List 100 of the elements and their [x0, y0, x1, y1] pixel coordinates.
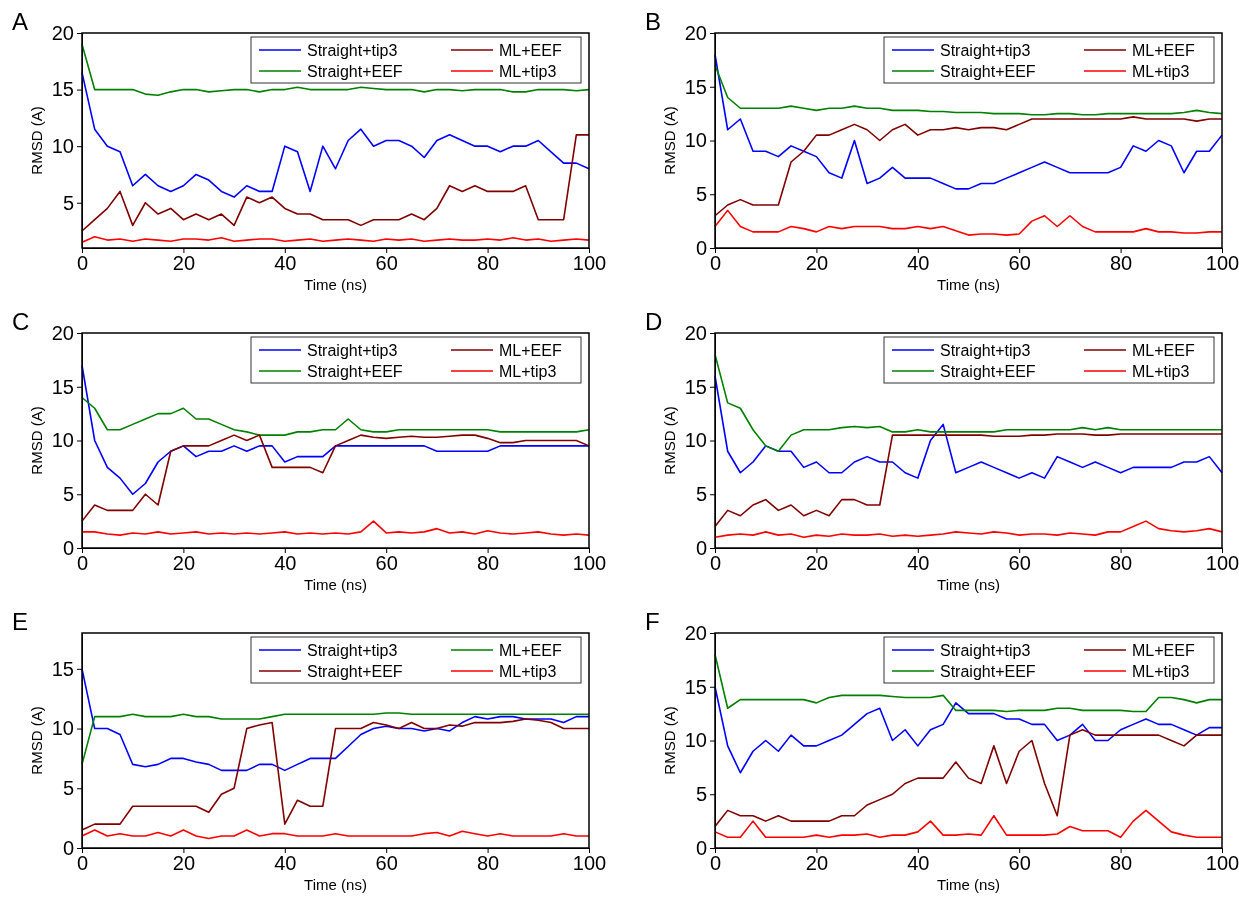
x-tick-label: 0 — [709, 252, 722, 275]
legend-label: Straight+EEF — [940, 663, 1036, 680]
x-tick-label: 80 — [476, 252, 500, 275]
x-tick-label: 40 — [274, 852, 297, 875]
x-tick-label: 100 — [572, 552, 607, 575]
legend-label: Straight+EEF — [940, 63, 1036, 80]
x-tick-label: 0 — [76, 552, 89, 575]
line-series — [714, 728, 1223, 828]
x-tick-label: 20 — [805, 252, 829, 275]
y-axis-title: RMSD (A) — [661, 406, 678, 475]
x-axis-title: Time (ns) — [937, 576, 1000, 593]
y-tick-label: 5 — [62, 483, 74, 506]
x-tick-label: 40 — [907, 852, 930, 875]
y-tick-label: 15 — [51, 657, 74, 680]
line-series — [714, 809, 1223, 839]
legend-label: ML+tip3 — [1132, 663, 1190, 680]
x-tick-label: 40 — [274, 552, 297, 575]
y-tick-label: 0 — [695, 236, 707, 259]
y-tick-label: 15 — [684, 75, 707, 98]
legend-label: Straight+tip3 — [940, 42, 1031, 59]
line-series — [81, 520, 590, 536]
x-axis-title: Time (ns) — [937, 276, 1000, 293]
line-series — [714, 433, 1223, 528]
legend-label: ML+tip3 — [1132, 63, 1190, 80]
legend-label: Straight+EEF — [940, 363, 1036, 380]
y-tick-label: 15 — [51, 375, 74, 398]
y-axis-title: RMSD (A) — [28, 106, 45, 175]
y-tick-label: 20 — [51, 321, 74, 344]
legend-label: Straight+tip3 — [307, 42, 398, 59]
x-tick-label: 60 — [1008, 252, 1031, 275]
legend-label: ML+EEF — [499, 42, 562, 59]
legend-label: Straight+EEF — [307, 663, 403, 680]
legend-label: Straight+tip3 — [307, 642, 398, 659]
line-series — [714, 520, 1223, 539]
x-tick-label: 60 — [375, 252, 398, 275]
y-tick-label: 15 — [684, 375, 707, 398]
legend-label: Straight+tip3 — [940, 342, 1031, 359]
chart-title: E — [12, 608, 29, 635]
line-series — [81, 718, 590, 831]
x-tick-label: 80 — [1109, 552, 1133, 575]
legend-label: ML+EEF — [1132, 642, 1195, 659]
x-tick-label: 0 — [76, 852, 89, 875]
x-tick-label: 0 — [709, 852, 722, 875]
x-tick-label: 20 — [172, 552, 196, 575]
chart-title: C — [12, 308, 30, 335]
legend-label: ML+tip3 — [499, 63, 557, 80]
y-axis-title: RMSD (A) — [661, 106, 678, 175]
legend-label: ML+EEF — [499, 342, 562, 359]
y-tick-label: 5 — [695, 783, 707, 806]
x-tick-label: 20 — [805, 552, 829, 575]
y-tick-label: 10 — [684, 129, 707, 152]
x-tick-label: 40 — [907, 252, 930, 275]
y-tick-label: 20 — [684, 321, 707, 344]
chart-title: D — [645, 308, 663, 335]
x-tick-label: 60 — [375, 552, 398, 575]
legend-label: ML+EEF — [499, 642, 562, 659]
x-tick-label: 80 — [476, 852, 500, 875]
legend-label: ML+tip3 — [1132, 363, 1190, 380]
y-tick-label: 10 — [684, 729, 707, 752]
y-tick-label: 10 — [51, 717, 74, 740]
line-series — [81, 829, 590, 840]
legend-label: Straight+tip3 — [940, 642, 1031, 659]
y-tick-label: 5 — [62, 191, 74, 214]
x-tick-label: 0 — [709, 552, 722, 575]
x-tick-label: 60 — [1008, 852, 1031, 875]
x-axis-title: Time (ns) — [304, 276, 367, 293]
legend-label: ML+tip3 — [499, 363, 557, 380]
line-series — [714, 209, 1223, 236]
y-tick-label: 20 — [684, 621, 707, 644]
x-tick-label: 80 — [476, 552, 500, 575]
y-tick-label: 15 — [684, 675, 707, 698]
legend-label: Straight+EEF — [307, 363, 403, 380]
y-tick-label: 10 — [51, 429, 74, 452]
x-tick-label: 100 — [572, 252, 607, 275]
y-axis-title: RMSD (A) — [28, 406, 45, 475]
legend-label: Straight+EEF — [307, 63, 403, 80]
y-tick-label: 5 — [695, 183, 707, 206]
chart-title: F — [645, 608, 660, 635]
y-tick-label: 10 — [684, 429, 707, 452]
x-tick-label: 20 — [172, 852, 196, 875]
line-series — [714, 64, 1223, 116]
legend-label: ML+EEF — [1132, 342, 1195, 359]
y-tick-label: 15 — [51, 78, 74, 101]
x-tick-label: 60 — [1008, 552, 1031, 575]
legend-label: ML+tip3 — [499, 663, 557, 680]
x-axis-title: Time (ns) — [304, 876, 367, 893]
x-axis-title: Time (ns) — [937, 876, 1000, 893]
x-tick-label: 100 — [572, 852, 607, 875]
y-tick-label: 20 — [684, 21, 707, 44]
y-tick-label: 10 — [51, 135, 74, 158]
y-tick-label: 0 — [62, 836, 74, 859]
y-tick-label: 0 — [695, 836, 707, 859]
x-tick-label: 20 — [172, 252, 196, 275]
legend-label: Straight+tip3 — [307, 342, 398, 359]
y-tick-label: 0 — [695, 536, 707, 559]
line-series — [714, 116, 1223, 217]
y-axis-title: RMSD (A) — [28, 706, 45, 775]
x-tick-label: 80 — [1109, 252, 1133, 275]
x-axis-title: Time (ns) — [304, 576, 367, 593]
line-series — [81, 434, 590, 522]
